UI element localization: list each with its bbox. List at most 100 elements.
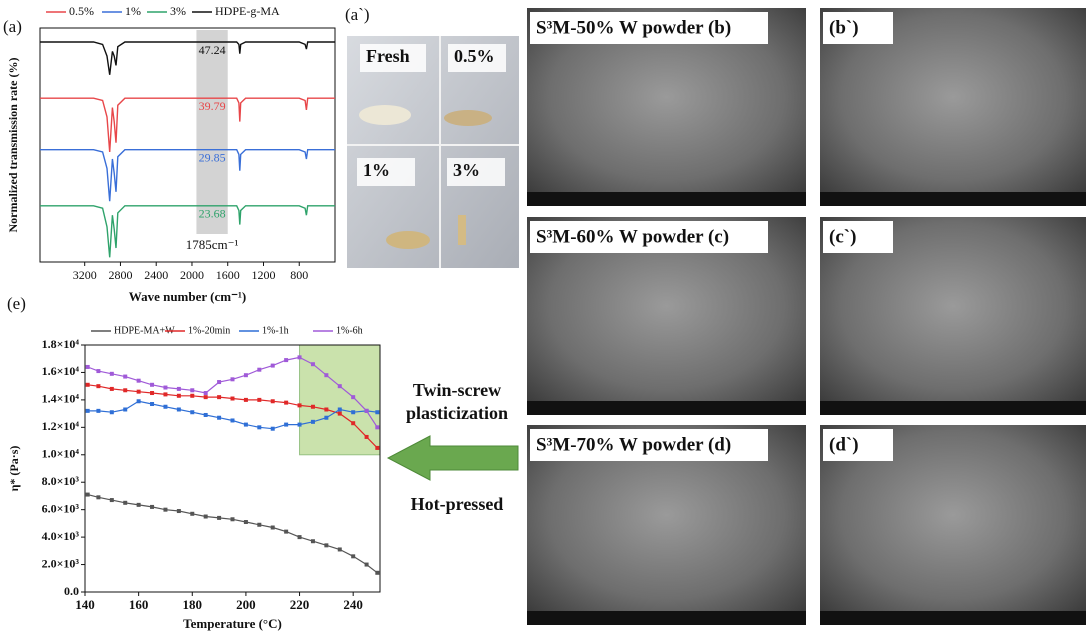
- point: [96, 369, 100, 373]
- point: [217, 516, 221, 520]
- point: [375, 571, 379, 575]
- sem-label: (c`): [829, 226, 856, 247]
- point: [231, 418, 235, 422]
- point: [217, 416, 221, 420]
- y-tick-label: 8.0×10³: [42, 474, 80, 488]
- info-bar: [527, 192, 806, 206]
- point: [86, 409, 90, 413]
- figure: (a`) Twin-screw plasticization Hot-press…: [0, 0, 1086, 633]
- arrow: [388, 436, 518, 480]
- info-bar: [820, 611, 1086, 625]
- highlight: [196, 30, 227, 234]
- point: [338, 547, 342, 551]
- point: [244, 423, 248, 427]
- point: [177, 509, 181, 513]
- sem-label: S³M-70% W powder (d): [536, 434, 731, 455]
- point: [86, 365, 90, 369]
- point: [231, 397, 235, 401]
- point: [190, 512, 194, 516]
- point: [365, 409, 369, 413]
- x-axis-label: Temperature (°C): [183, 616, 282, 631]
- point: [163, 405, 167, 409]
- point: [177, 394, 181, 398]
- point: [351, 554, 355, 558]
- point: [351, 410, 355, 414]
- point: [217, 380, 221, 384]
- point: [150, 505, 154, 509]
- sem-label: (d`): [829, 434, 859, 455]
- annotation: 47.24: [199, 43, 226, 57]
- y-tick-label: 6.0×10³: [42, 501, 80, 515]
- point: [163, 508, 167, 512]
- point: [257, 368, 261, 372]
- point: [338, 407, 342, 411]
- point: [324, 543, 328, 547]
- point: [271, 526, 275, 530]
- point: [110, 387, 114, 391]
- y-tick-label: 2.0×10³: [42, 556, 80, 570]
- point: [110, 372, 114, 376]
- legend-label: HDPE-g-MA: [215, 4, 280, 18]
- point: [177, 387, 181, 391]
- point: [244, 373, 248, 377]
- y-tick-label: 4.0×10³: [42, 529, 80, 543]
- panel-label: (e): [7, 294, 26, 313]
- point: [351, 421, 355, 425]
- point: [298, 535, 302, 539]
- legend-label: 0.5%: [69, 4, 94, 18]
- y-axis-label: Normalized transmission rate (%): [6, 58, 20, 233]
- point: [137, 503, 141, 507]
- point: [123, 388, 127, 392]
- info-bar: [527, 611, 806, 625]
- process-label: Hot-pressed: [411, 494, 504, 514]
- point: [284, 358, 288, 362]
- x-tick-label: 1200: [251, 268, 275, 282]
- point: [271, 427, 275, 431]
- photo-tag: 0.5%: [454, 46, 495, 66]
- sem-label: (b`): [829, 17, 859, 38]
- photo-tag: 1%: [363, 160, 390, 180]
- legend-label: 1%-1h: [262, 325, 289, 336]
- process: Twin-screw plasticization Hot-pressed: [388, 380, 518, 514]
- point: [163, 386, 167, 390]
- point: [123, 501, 127, 505]
- info-bar: [820, 192, 1086, 206]
- point: [324, 373, 328, 377]
- x-tick-label: 140: [75, 597, 95, 612]
- point: [177, 407, 181, 411]
- point: [298, 423, 302, 427]
- point: [284, 530, 288, 534]
- point: [375, 410, 379, 414]
- pellets: [386, 231, 430, 249]
- point: [284, 401, 288, 405]
- process-label: Twin-screw: [413, 380, 501, 400]
- point: [204, 395, 208, 399]
- point: [375, 446, 379, 450]
- x-tick-label: 2400: [144, 268, 168, 282]
- point: [338, 412, 342, 416]
- legend-label: 1%: [125, 4, 141, 18]
- point: [324, 416, 328, 420]
- point: [137, 379, 141, 383]
- pellets: [458, 215, 466, 245]
- point: [150, 383, 154, 387]
- legend-label: 1%-20min: [188, 325, 230, 336]
- annotation: 29.85: [199, 150, 226, 164]
- x-tick-label: 800: [290, 268, 308, 282]
- point: [311, 405, 315, 409]
- info-bar: [820, 401, 1086, 415]
- point: [365, 563, 369, 567]
- photo-tag: 3%: [453, 160, 480, 180]
- annotation: 23.68: [199, 207, 226, 221]
- point: [311, 539, 315, 543]
- info-bar: [527, 401, 806, 415]
- x-tick-label: 180: [183, 597, 203, 612]
- point: [150, 402, 154, 406]
- x-tick-label: 1600: [216, 268, 240, 282]
- annotation: 39.79: [199, 99, 226, 113]
- y-tick-label: 1.2×10⁴: [42, 419, 80, 433]
- point: [217, 395, 221, 399]
- point: [244, 398, 248, 402]
- point: [257, 398, 261, 402]
- series-line: [40, 42, 335, 75]
